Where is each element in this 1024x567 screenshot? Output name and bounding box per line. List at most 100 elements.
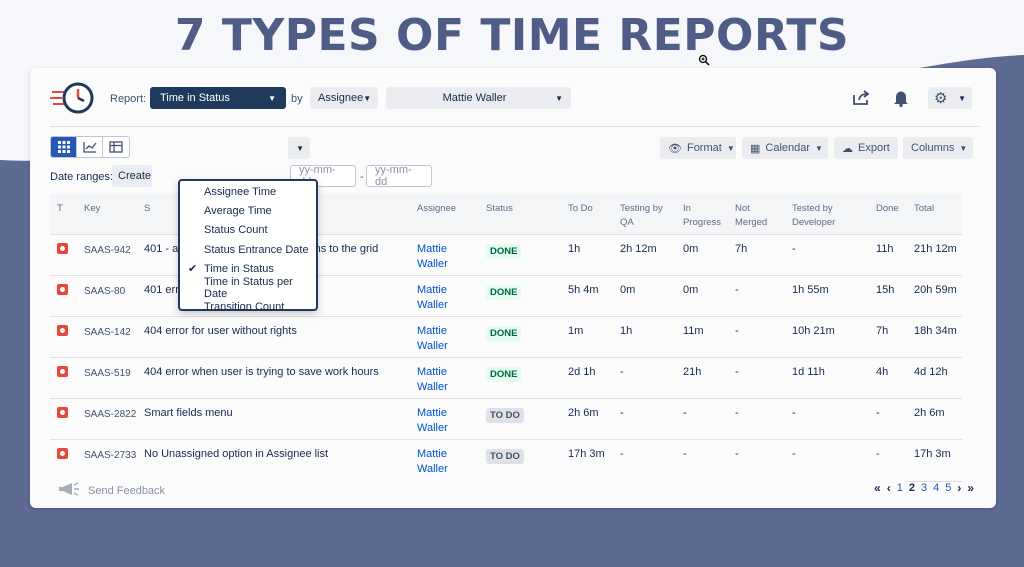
issue-key[interactable]: SAAS-2733	[84, 450, 137, 461]
page-number[interactable]: 4	[933, 482, 940, 494]
bug-icon	[57, 243, 68, 254]
header-summary[interactable]: S	[144, 203, 151, 214]
grid-view-icon[interactable]	[51, 137, 77, 157]
assignee-link[interactable]: Mattie Waller	[417, 365, 448, 395]
date-ranges-label: Date ranges:	[50, 171, 113, 183]
next-page-button[interactable]: ›	[957, 481, 962, 495]
hidden-select[interactable]: ▼	[288, 137, 310, 159]
settings-menu[interactable]: ⚙ ▼	[928, 87, 972, 109]
first-page-button[interactable]: «	[874, 481, 881, 495]
dropdown-item[interactable]: Transition Count	[180, 298, 316, 317]
send-feedback-link[interactable]: Send Feedback	[58, 482, 165, 499]
calendar-button[interactable]: ▦ Calendar ▼	[742, 137, 828, 159]
columns-button[interactable]: Columns ▼	[903, 137, 973, 159]
tested-dev-cell: -	[792, 448, 796, 460]
summary-cell: 404 error when user is trying to save wo…	[144, 366, 379, 378]
total-cell: 17h 3m	[914, 448, 951, 460]
header-in-progress[interactable]: In Progress	[683, 203, 722, 228]
header-done[interactable]: Done	[876, 203, 899, 214]
assignee-link[interactable]: Mattie Waller	[417, 406, 448, 436]
pivot-view-icon[interactable]	[103, 137, 129, 157]
header-testing-qa[interactable]: Testing by QA	[620, 203, 663, 228]
dropdown-item[interactable]: Status Entrance Date	[180, 240, 316, 259]
done-cell: -	[876, 407, 880, 419]
assignee-last-name: Waller	[417, 340, 448, 352]
app-logo-icon	[50, 82, 94, 114]
date-to-input[interactable]: yy-mm-dd	[366, 164, 432, 188]
dropdown-item[interactable]: Assignee Time	[180, 182, 316, 201]
testing-qa-cell: 2h 12m	[620, 243, 657, 255]
tested-dev-cell: -	[792, 243, 796, 255]
assignee-link[interactable]: Mattie Waller	[417, 283, 448, 313]
total-cell: 18h 34m	[914, 325, 957, 337]
in-progress-cell: 11m	[683, 325, 704, 337]
header-tested-dev[interactable]: Tested by Developer	[792, 203, 836, 228]
page-number[interactable]: 2	[908, 482, 915, 494]
in-progress-cell: -	[683, 448, 687, 460]
chevron-down-icon: ▼	[363, 93, 372, 103]
summary-cell: No Unassigned option in Assignee list	[144, 448, 329, 460]
not-merged-cell: -	[735, 366, 739, 378]
person-select[interactable]: Mattie Waller ▼	[386, 87, 571, 109]
format-button[interactable]: 👁 Format ▼	[660, 137, 736, 159]
bell-icon[interactable]	[890, 87, 912, 109]
export-label: Export	[858, 142, 890, 154]
last-page-button[interactable]: »	[967, 481, 974, 495]
report-select-value: Time in Status	[160, 92, 230, 104]
eye-icon: 👁	[668, 142, 682, 155]
assignee-first-name: Mattie	[417, 243, 447, 255]
table-row[interactable]: SAAS-2733 Mattie Waller TO DO No Unassigned …	[50, 440, 962, 481]
chart-view-icon[interactable]	[77, 137, 103, 157]
assignee-first-name: Mattie	[417, 284, 447, 296]
assignee-last-name: Waller	[417, 463, 448, 475]
report-select[interactable]: Time in Status ▼	[150, 87, 286, 109]
dropdown-item[interactable]: Average Time	[180, 201, 316, 220]
todo-cell: 1m	[568, 325, 584, 337]
chevron-down-icon: ▼	[726, 143, 735, 153]
header-todo[interactable]: To Do	[568, 203, 593, 214]
issue-key[interactable]: SAAS-519	[84, 368, 131, 379]
issue-key[interactable]: SAAS-80	[84, 286, 126, 297]
person-select-value: Mattie Waller	[442, 92, 507, 104]
total-cell: 20h 59m	[914, 284, 957, 296]
table-row[interactable]: SAAS-2822 Mattie Waller TO DO Smart fields m…	[50, 399, 962, 440]
group-by-select[interactable]: Assignee ▼	[310, 87, 378, 109]
assignee-first-name: Mattie	[417, 366, 447, 378]
assignee-link[interactable]: Mattie Waller	[417, 242, 448, 272]
issue-key[interactable]: SAAS-942	[84, 245, 131, 256]
testing-qa-cell: -	[620, 366, 624, 378]
share-icon[interactable]	[850, 87, 872, 109]
header-key[interactable]: Key	[84, 203, 101, 214]
page-number[interactable]: 1	[896, 482, 903, 494]
assignee-link[interactable]: Mattie Waller	[417, 324, 448, 354]
header-not-merged[interactable]: Not Merged	[735, 203, 768, 228]
header-assignee[interactable]: Assignee	[417, 203, 457, 214]
bug-icon	[57, 366, 68, 377]
dropdown-item[interactable]: Time in Status per Date	[180, 276, 316, 300]
issue-key[interactable]: SAAS-2822	[84, 409, 137, 420]
report-type-dropdown: Assignee Time Average Time Status Count Sta…	[178, 179, 318, 313]
date-separator: -	[360, 171, 364, 183]
table-row[interactable]: SAAS-519 Mattie Waller DONE 404 error when u…	[50, 358, 962, 399]
issue-key[interactable]: SAAS-142	[84, 327, 131, 338]
header-status[interactable]: Status	[486, 203, 513, 214]
header-total[interactable]: Total	[914, 203, 935, 214]
todo-cell: 17h 3m	[568, 448, 605, 460]
dropdown-item[interactable]: Status Count	[180, 221, 316, 240]
bug-icon	[57, 284, 68, 295]
status-badge: DONE	[486, 326, 522, 341]
dropdown-item[interactable]: ✔ Time in Status	[180, 259, 316, 278]
export-button[interactable]: ☁ Export	[834, 137, 898, 159]
assignee-link[interactable]: Mattie Waller	[417, 447, 448, 477]
report-label: Report:	[110, 93, 147, 105]
prev-page-button[interactable]: ‹	[886, 481, 891, 495]
page-number[interactable]: 5	[945, 482, 952, 494]
send-feedback-label: Send Feedback	[88, 484, 166, 497]
table-row[interactable]: SAAS-142 Mattie Waller DONE 404 error for us…	[50, 317, 962, 358]
page-number[interactable]: 3	[920, 482, 928, 494]
testing-qa-cell: 0m	[620, 284, 636, 296]
assignee-last-name: Waller	[417, 258, 448, 270]
date-filter-select[interactable]: Create	[112, 165, 152, 187]
assignee-last-name: Waller	[417, 422, 448, 434]
